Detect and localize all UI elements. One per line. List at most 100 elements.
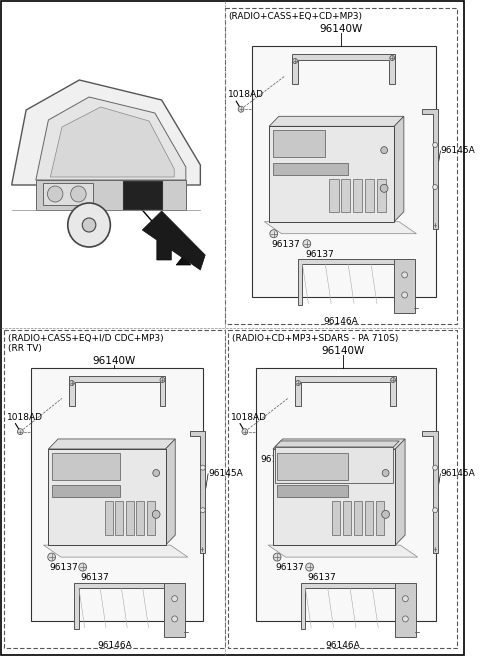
Circle shape bbox=[200, 465, 205, 470]
Polygon shape bbox=[395, 583, 416, 636]
Polygon shape bbox=[264, 222, 417, 234]
Polygon shape bbox=[396, 439, 405, 545]
Circle shape bbox=[160, 377, 165, 382]
Bar bbox=[252, 46, 435, 297]
Circle shape bbox=[270, 230, 277, 237]
Polygon shape bbox=[166, 439, 175, 545]
Circle shape bbox=[68, 203, 110, 247]
Text: 96137: 96137 bbox=[272, 239, 300, 249]
Circle shape bbox=[172, 616, 178, 622]
Polygon shape bbox=[50, 107, 174, 177]
Text: 96146A: 96146A bbox=[98, 641, 132, 649]
Circle shape bbox=[391, 377, 396, 382]
Bar bbox=[31, 368, 203, 621]
Bar bbox=[353, 179, 362, 212]
Text: (RADIO+CASS+EQ+CD+MP3): (RADIO+CASS+EQ+CD+MP3) bbox=[228, 12, 362, 21]
Circle shape bbox=[48, 553, 56, 561]
Text: (RR TV): (RR TV) bbox=[8, 344, 42, 353]
Bar bbox=[275, 447, 394, 483]
Text: (RADIO+CD+MP3+SDARS - PA 710S): (RADIO+CD+MP3+SDARS - PA 710S) bbox=[232, 334, 399, 343]
Polygon shape bbox=[190, 431, 205, 553]
Circle shape bbox=[382, 470, 389, 476]
Polygon shape bbox=[269, 116, 404, 127]
Text: 96140W: 96140W bbox=[321, 346, 364, 356]
Polygon shape bbox=[422, 431, 438, 553]
Text: 96140W: 96140W bbox=[93, 356, 136, 366]
Bar bbox=[376, 501, 384, 535]
Circle shape bbox=[152, 510, 160, 518]
Polygon shape bbox=[48, 439, 175, 449]
Polygon shape bbox=[300, 583, 399, 628]
Circle shape bbox=[296, 380, 300, 386]
Polygon shape bbox=[295, 376, 396, 406]
Text: 96145A: 96145A bbox=[441, 469, 475, 478]
Bar bbox=[48, 449, 166, 545]
Circle shape bbox=[200, 508, 205, 513]
Text: 96146A: 96146A bbox=[325, 641, 360, 649]
Bar bbox=[277, 453, 348, 480]
Bar bbox=[255, 368, 435, 621]
Bar bbox=[354, 501, 362, 535]
Circle shape bbox=[432, 142, 438, 148]
Text: 96145A: 96145A bbox=[208, 469, 243, 478]
Bar bbox=[329, 179, 338, 212]
Circle shape bbox=[381, 147, 387, 154]
Circle shape bbox=[432, 184, 438, 190]
Polygon shape bbox=[164, 583, 185, 636]
Circle shape bbox=[432, 465, 438, 470]
Text: 96140W: 96140W bbox=[319, 24, 362, 34]
Circle shape bbox=[17, 428, 23, 435]
Bar bbox=[115, 501, 123, 535]
Polygon shape bbox=[74, 583, 169, 628]
Circle shape bbox=[273, 553, 281, 561]
Bar bbox=[277, 485, 348, 497]
Text: 1018AD: 1018AD bbox=[7, 413, 43, 422]
Bar bbox=[105, 501, 113, 535]
Polygon shape bbox=[273, 439, 405, 449]
Bar bbox=[43, 183, 93, 205]
Text: 96137: 96137 bbox=[305, 250, 334, 258]
Circle shape bbox=[402, 272, 408, 278]
Text: 96137: 96137 bbox=[275, 563, 304, 572]
Bar bbox=[341, 179, 350, 212]
Bar bbox=[273, 131, 325, 157]
Text: 96137: 96137 bbox=[81, 573, 109, 582]
Bar bbox=[136, 501, 144, 535]
Bar bbox=[147, 501, 155, 535]
Bar bbox=[332, 501, 340, 535]
Circle shape bbox=[71, 186, 86, 202]
Circle shape bbox=[432, 508, 438, 513]
Text: 96137: 96137 bbox=[50, 563, 78, 572]
Circle shape bbox=[402, 292, 408, 298]
Text: 96100S: 96100S bbox=[260, 455, 295, 464]
Text: 96146A: 96146A bbox=[323, 317, 358, 325]
Bar bbox=[365, 501, 373, 535]
Bar bbox=[365, 179, 374, 212]
Circle shape bbox=[79, 563, 86, 571]
Circle shape bbox=[242, 428, 248, 435]
Text: 96145A: 96145A bbox=[441, 146, 475, 155]
Circle shape bbox=[382, 510, 389, 518]
Circle shape bbox=[380, 184, 388, 192]
Bar bbox=[273, 163, 348, 175]
Polygon shape bbox=[298, 259, 399, 304]
Bar bbox=[126, 501, 134, 535]
Polygon shape bbox=[44, 545, 188, 557]
Circle shape bbox=[390, 56, 395, 60]
Circle shape bbox=[403, 596, 408, 602]
Polygon shape bbox=[176, 255, 191, 265]
Bar bbox=[273, 449, 396, 545]
Polygon shape bbox=[36, 97, 186, 180]
Text: 1018AD: 1018AD bbox=[228, 91, 264, 99]
Bar bbox=[52, 453, 120, 480]
Text: 96137: 96137 bbox=[308, 573, 336, 582]
Text: (RADIO+CASS+EQ+I/D CDC+MP3): (RADIO+CASS+EQ+I/D CDC+MP3) bbox=[8, 334, 163, 343]
Circle shape bbox=[153, 470, 159, 476]
Bar bbox=[377, 179, 386, 212]
Circle shape bbox=[172, 596, 178, 602]
Polygon shape bbox=[12, 80, 200, 185]
Bar bbox=[343, 501, 351, 535]
Circle shape bbox=[403, 616, 408, 622]
Polygon shape bbox=[394, 116, 404, 222]
Polygon shape bbox=[292, 54, 395, 84]
